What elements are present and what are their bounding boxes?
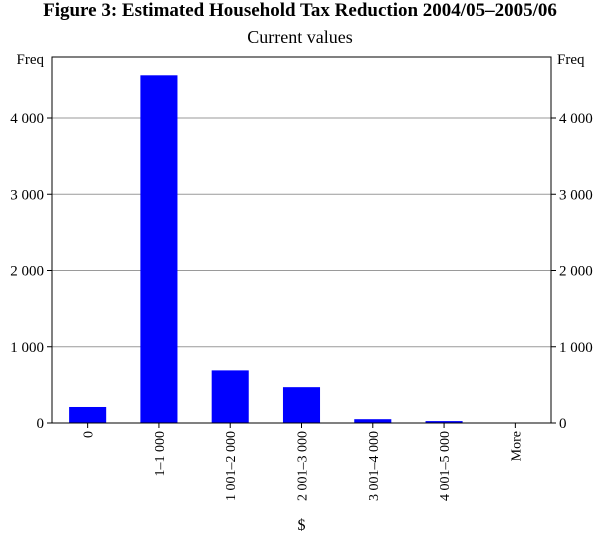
y-axis-label-right: Freq xyxy=(557,52,585,68)
bar xyxy=(211,370,249,423)
x-tick-label: 1–1 000 xyxy=(153,431,168,477)
bar xyxy=(140,75,178,424)
bar xyxy=(282,387,321,423)
y-tick-label-left: 4 000 xyxy=(10,111,44,127)
plot-frame xyxy=(51,56,552,424)
x-tick-label: 2 001–3 000 xyxy=(296,431,311,501)
x-tick-label: More xyxy=(509,431,524,461)
bar xyxy=(425,421,463,423)
y-tick-label-left: 1 000 xyxy=(10,340,44,356)
x-tick-label: 1 001–2 000 xyxy=(224,431,239,501)
y-tick-label-left: 3 000 xyxy=(10,187,44,203)
y-tick-label-right: 3 000 xyxy=(559,187,593,203)
bar xyxy=(354,419,392,423)
bar xyxy=(69,406,107,423)
axis-ticks: 0 0 1 000 1 000 2 000 2 000 3 000 3 000 4 000 4 0… xyxy=(10,111,593,501)
chart-subtitle: Current values xyxy=(247,27,353,47)
bars xyxy=(69,75,463,424)
y-tick-label-right: 0 xyxy=(559,416,567,432)
x-tick-label: 4 001–5 000 xyxy=(438,431,453,501)
y-tick-label-left: 2 000 xyxy=(10,264,44,280)
y-axis-label-left: Freq xyxy=(17,52,45,68)
y-tick-label-left: 0 xyxy=(37,416,45,432)
x-tick-label: 3 001–4 000 xyxy=(367,431,382,501)
y-tick-label-right: 4 000 xyxy=(559,111,593,127)
y-tick-label-right: 1 000 xyxy=(559,340,593,356)
y-tick-label-right: 2 000 xyxy=(559,264,593,280)
chart-title: Figure 3: Estimated Household Tax Reduct… xyxy=(43,0,557,21)
x-tick-label: 0 xyxy=(82,431,97,438)
gridlines xyxy=(52,117,551,348)
x-axis-label: $ xyxy=(298,517,306,534)
